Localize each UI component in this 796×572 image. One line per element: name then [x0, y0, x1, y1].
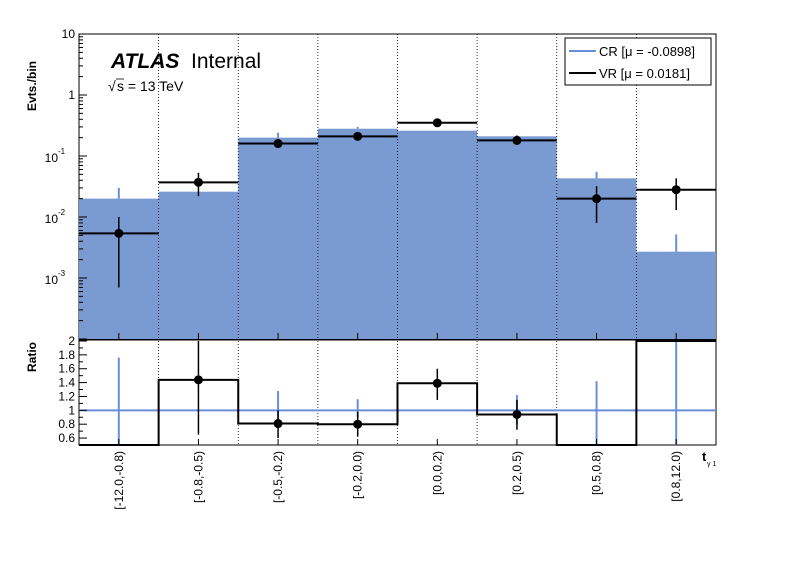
y-tick-label: 10	[45, 151, 59, 165]
ratio-plot-frame	[78, 339, 717, 446]
ratio-point	[353, 419, 363, 429]
ratio-y-axis-label: Ratio	[25, 342, 39, 372]
y-tick-label-exponent: -1	[58, 147, 66, 156]
cr-bar	[158, 191, 239, 339]
ratio-y-tick-label: 0.6	[58, 431, 75, 445]
ratio-y-tick-label: 0.8	[58, 417, 75, 431]
vr-point	[432, 118, 442, 128]
vr-point	[671, 185, 681, 195]
vr-point	[592, 194, 602, 204]
cr-bar	[317, 128, 398, 339]
y-tick-label-exponent: -3	[58, 269, 66, 278]
x-tick-label: [-12.0,-0.8)	[112, 451, 126, 510]
vr-point	[512, 135, 522, 145]
ratio-point	[193, 375, 203, 385]
cr-histogram	[79, 128, 716, 339]
cr-error-bars	[117, 126, 678, 252]
y-tick-label: 10	[45, 212, 59, 226]
x-tick-label: [0.2,0.5)	[510, 451, 524, 495]
x-tick-label: [-0.2,0.0)	[351, 451, 365, 499]
x-axis-label-subscript: γ 1	[707, 461, 716, 468]
vr-series	[79, 118, 716, 288]
ratio-y-tick-label: 1.8	[58, 348, 75, 362]
cr-bar	[477, 136, 557, 339]
ratio-point	[512, 409, 522, 419]
legend-vr-label: VR [μ = 0.0181]	[599, 66, 690, 81]
ratio-y-tick-label: 1.2	[58, 389, 75, 403]
y-tick-label: 10	[45, 273, 59, 287]
x-tick-label: [0.0,0.2)	[430, 451, 444, 495]
ratio-y-tick-label: 1.4	[58, 376, 75, 390]
atlas-logo-text: ATLAS	[110, 50, 179, 73]
atlas-status-text: Internal	[191, 50, 261, 73]
y-tick-label: 10	[62, 27, 76, 41]
ratio-point	[273, 419, 283, 429]
cr-bar	[636, 251, 716, 339]
vr-point	[273, 139, 283, 149]
vr-point	[353, 131, 363, 141]
legend-box	[564, 37, 712, 86]
x-axis-label: t	[702, 449, 707, 464]
cr-bar	[397, 130, 478, 339]
sqrt-symbol: √	[108, 78, 116, 94]
x-tick-label: [-0.8,-0.5)	[191, 451, 205, 503]
legend: CR [μ = -0.0898] VR [μ = 0.0181]	[564, 37, 712, 86]
x-tick-label: [-0.5,-0.2)	[271, 451, 285, 503]
vr-point	[114, 228, 124, 238]
ratio-y-tick-label: 1.6	[58, 362, 75, 376]
ratio-point	[432, 378, 442, 388]
cr-bar	[238, 137, 318, 339]
legend-cr-label: CR [μ = -0.0898]	[599, 44, 695, 59]
ratio-y-tick-label: 2	[68, 334, 75, 348]
x-tick-label: [0.5,0.8)	[590, 451, 604, 495]
y-tick-label-exponent: -2	[58, 208, 66, 217]
y-tick-label: 1	[68, 88, 75, 102]
vr-point	[193, 177, 203, 187]
ratio-y-tick-label: 1	[68, 403, 75, 417]
x-tick-label: [0.8,12.0)	[669, 451, 683, 502]
energy-label: s = 13 TeV	[117, 78, 184, 94]
upper-y-axis-label: Evts./bin	[25, 61, 39, 111]
